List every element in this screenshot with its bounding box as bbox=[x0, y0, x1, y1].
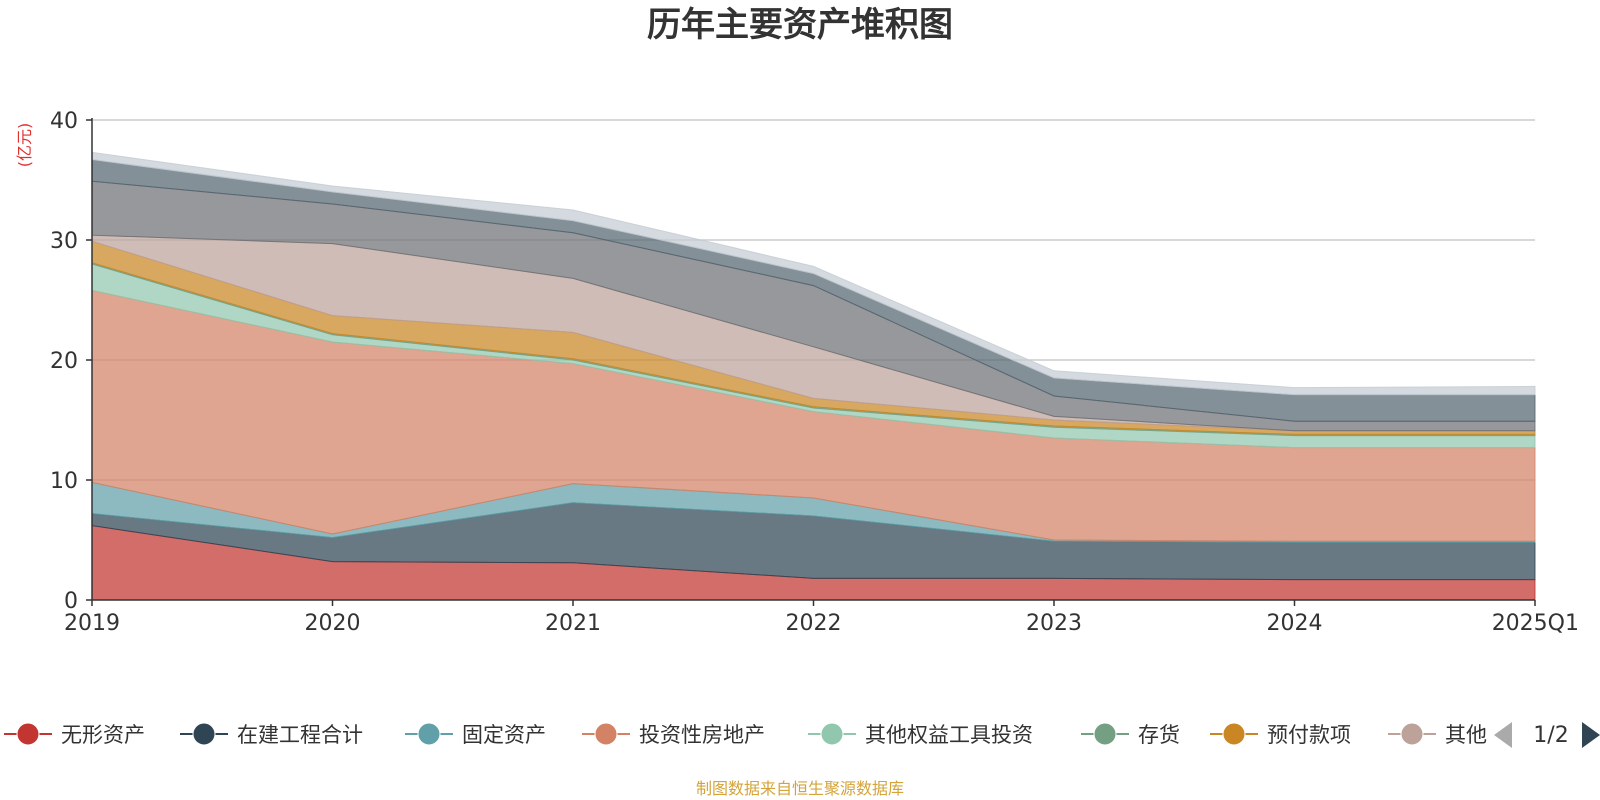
x-tick-label: 2025Q1 bbox=[1492, 611, 1579, 636]
legend-item[interactable]: 存货 bbox=[1081, 722, 1180, 747]
legend-page-indicator: 1/2 bbox=[1533, 723, 1568, 748]
y-tick-label: 20 bbox=[50, 349, 78, 374]
area-series-11 bbox=[91, 151, 1536, 396]
legend-item[interactable]: 投资性房地产 bbox=[582, 722, 765, 747]
y-tick-label: 10 bbox=[50, 469, 78, 494]
legend-item[interactable]: 无形资产 bbox=[4, 722, 145, 747]
legend-item[interactable]: 其他权益工具投资 bbox=[808, 722, 1033, 747]
legend-marker bbox=[1400, 722, 1424, 746]
legend-marker bbox=[417, 722, 441, 746]
legend-item[interactable]: 固定资产 bbox=[405, 722, 546, 747]
legend-label: 投资性房地产 bbox=[639, 723, 765, 747]
legend-label: 其他权益工具投资 bbox=[865, 723, 1033, 747]
legend-marker bbox=[192, 722, 216, 746]
chart-title: 历年主要资产堆积图 bbox=[647, 5, 953, 45]
legend-next-page-icon[interactable] bbox=[1582, 722, 1600, 748]
x-tick-label: 2021 bbox=[545, 611, 601, 636]
legend-marker bbox=[820, 722, 844, 746]
x-tick-label: 2019 bbox=[64, 611, 120, 636]
legend-label: 预付款项 bbox=[1267, 723, 1351, 747]
x-tick-label: 2020 bbox=[305, 611, 361, 636]
legend: 无形资产 在建工程合计 固定资产 投资性房地产 其他权益工具投资 存货 预付款项 其他 1/2 bbox=[4, 722, 1600, 748]
legend-prev-page-icon[interactable] bbox=[1494, 722, 1512, 748]
y-tick-label: 0 bbox=[64, 589, 78, 614]
legend-label: 其他 bbox=[1445, 723, 1487, 747]
legend-item[interactable]: 其他 bbox=[1388, 722, 1487, 747]
y-tick-label: 40 bbox=[50, 109, 78, 134]
legend-marker bbox=[594, 722, 618, 746]
data-source-note: 制图数据来自恒生聚源数据库 bbox=[696, 779, 904, 798]
legend-item[interactable]: 在建工程合计 bbox=[180, 722, 363, 747]
x-tick-label: 2024 bbox=[1267, 611, 1323, 636]
x-tick-label: 2023 bbox=[1026, 611, 1082, 636]
y-axis-unit-label: (亿元) bbox=[15, 123, 34, 168]
legend-marker bbox=[1222, 722, 1246, 746]
legend-label: 固定资产 bbox=[462, 723, 546, 747]
axes: 0 10 20 30 40 2019 2020 2021 2022 2023 2024 2025Q1 bbox=[50, 109, 1579, 636]
legend-marker bbox=[1093, 722, 1117, 746]
legend-item[interactable]: 预付款项 bbox=[1210, 722, 1351, 747]
legend-label: 存货 bbox=[1138, 723, 1180, 747]
area-series-group bbox=[91, 151, 1536, 601]
legend-label: 在建工程合计 bbox=[237, 723, 363, 747]
y-tick-label: 30 bbox=[50, 229, 78, 254]
legend-label: 无形资产 bbox=[61, 723, 145, 747]
x-tick-label: 2022 bbox=[786, 611, 842, 636]
legend-marker bbox=[16, 722, 40, 746]
